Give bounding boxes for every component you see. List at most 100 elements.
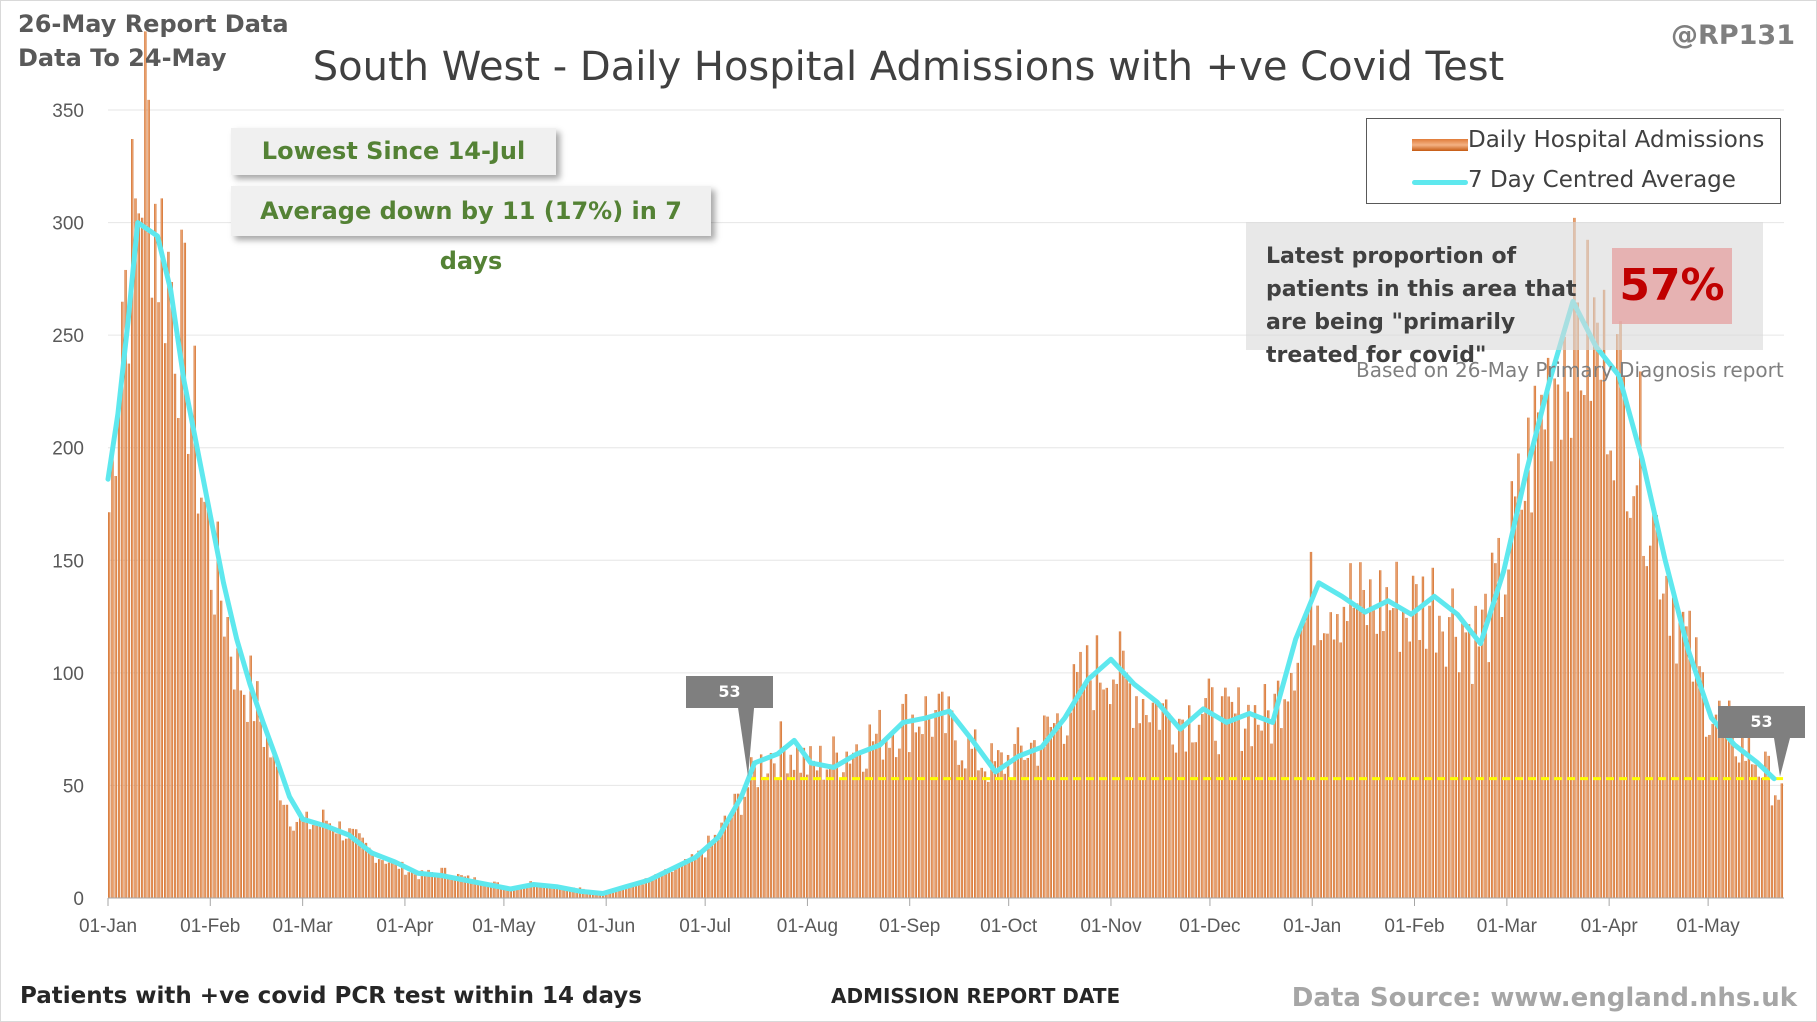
bar xyxy=(1681,611,1685,898)
bar xyxy=(1497,537,1500,898)
bar xyxy=(1474,605,1477,898)
bar xyxy=(588,891,592,898)
callout-pointers xyxy=(738,708,1790,777)
bar xyxy=(555,886,559,898)
bar xyxy=(1085,645,1089,898)
bar xyxy=(1365,625,1369,898)
bar xyxy=(703,857,707,898)
bar xyxy=(1655,515,1658,898)
data-source: Data Source: www.england.nhs.uk xyxy=(1291,983,1797,1013)
bar xyxy=(170,282,173,898)
bar xyxy=(1323,633,1326,898)
bar xyxy=(1316,605,1319,898)
bar xyxy=(815,770,819,898)
y-tick-label: 200 xyxy=(52,439,84,460)
bar xyxy=(1105,687,1109,898)
proportion-source: Based on 26-May Primary Diagnosis report xyxy=(1356,358,1784,382)
bar xyxy=(539,886,542,898)
bar xyxy=(1359,562,1362,898)
bar xyxy=(733,793,736,898)
bar xyxy=(1135,696,1138,898)
bar xyxy=(1616,334,1619,898)
bar xyxy=(312,824,315,898)
bar xyxy=(427,869,430,898)
bar xyxy=(914,732,918,898)
bar xyxy=(381,860,384,898)
y-tick-label: 300 xyxy=(52,214,84,235)
x-tick-label: 01-Mar xyxy=(273,916,334,937)
bar xyxy=(1434,652,1438,898)
legend-label-bars: Daily Hospital Admissions xyxy=(1468,127,1765,153)
bar xyxy=(1247,704,1250,898)
bar xyxy=(750,757,753,898)
x-tick-label: 01-Feb xyxy=(180,916,240,937)
bar xyxy=(865,768,868,898)
x-tick-label: 01-May xyxy=(472,916,536,937)
x-tick-label: 01-Jul xyxy=(679,916,731,937)
bar xyxy=(374,862,378,898)
bar xyxy=(605,893,608,898)
bar xyxy=(1652,506,1655,898)
bar xyxy=(167,251,170,898)
bar xyxy=(1477,646,1481,898)
bar xyxy=(437,875,440,898)
bar xyxy=(595,893,598,898)
bar xyxy=(338,821,341,898)
bar xyxy=(328,823,331,898)
bar xyxy=(624,887,628,898)
bar xyxy=(1000,752,1003,898)
bar xyxy=(266,733,269,898)
bar xyxy=(489,882,493,898)
x-axis-title: ADMISSION REPORT DATE xyxy=(831,984,1121,1008)
bar xyxy=(1164,699,1168,898)
bar xyxy=(753,766,756,898)
bar xyxy=(124,269,127,898)
bar xyxy=(1329,612,1332,898)
bar xyxy=(1471,683,1474,898)
bar xyxy=(687,862,690,898)
bar xyxy=(1408,641,1411,898)
bar xyxy=(1589,400,1593,898)
bar xyxy=(1230,701,1234,898)
x-tick-label: 01-Oct xyxy=(980,916,1038,937)
bar xyxy=(410,871,414,898)
bar xyxy=(1053,723,1056,898)
bar xyxy=(1029,742,1033,898)
legend-item-bars: Daily Hospital Admissions xyxy=(1367,123,1780,159)
bar xyxy=(786,773,789,898)
bar xyxy=(1020,745,1023,898)
bar xyxy=(1721,717,1724,898)
callout-left: 53 xyxy=(686,676,773,708)
x-tick-label: 01-Apr xyxy=(1581,916,1639,937)
bar xyxy=(223,636,226,898)
bar xyxy=(829,764,832,898)
bar xyxy=(1122,650,1125,898)
bar xyxy=(292,830,295,898)
bar xyxy=(1421,576,1425,898)
bar xyxy=(1276,680,1280,898)
bar xyxy=(855,744,858,898)
bar xyxy=(509,887,513,898)
bar xyxy=(572,887,575,898)
bar xyxy=(460,875,463,898)
bar xyxy=(351,828,354,898)
proportion-text: Latest proportion of patients in this ar… xyxy=(1266,244,1577,368)
bar xyxy=(769,752,773,898)
bar xyxy=(1596,322,1599,898)
bar xyxy=(1487,662,1490,898)
bar xyxy=(1352,607,1355,898)
bar xyxy=(1355,603,1359,898)
bar xyxy=(559,887,562,898)
bar xyxy=(654,874,657,898)
bar xyxy=(1520,509,1523,898)
bar xyxy=(1125,672,1128,898)
bar xyxy=(180,229,183,898)
bar xyxy=(1777,799,1780,898)
bar xyxy=(1546,357,1550,898)
bar xyxy=(387,862,391,898)
bar xyxy=(789,754,792,898)
bar xyxy=(1092,710,1095,898)
bar xyxy=(275,766,279,898)
x-tick-label: 01-Jan xyxy=(1283,916,1341,937)
bar xyxy=(1612,480,1616,898)
